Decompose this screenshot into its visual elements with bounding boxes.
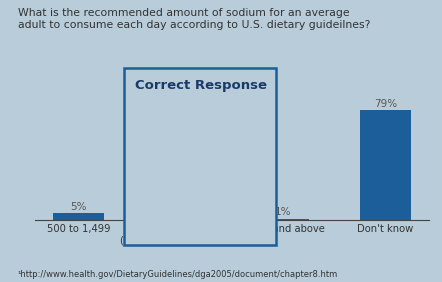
Text: 1%: 1%: [275, 208, 291, 217]
Bar: [258, 219, 309, 220]
Text: 5%: 5%: [71, 202, 87, 212]
Bar: [360, 110, 411, 220]
Bar: [53, 213, 104, 220]
Text: 79%: 79%: [374, 99, 397, 109]
Bar: [156, 210, 206, 220]
Text: ¹http://www.health.gov/DietaryGuidelines/dga2005/document/chapter8.htm: ¹http://www.health.gov/DietaryGuidelines…: [18, 270, 338, 279]
Text: What is the recommended amount of sodium for an average
adult to consume each da: What is the recommended amount of sodium…: [18, 8, 370, 30]
Bar: [156, 210, 206, 220]
Text: Correct Response: Correct Response: [135, 79, 267, 92]
Text: 7%: 7%: [173, 199, 189, 209]
